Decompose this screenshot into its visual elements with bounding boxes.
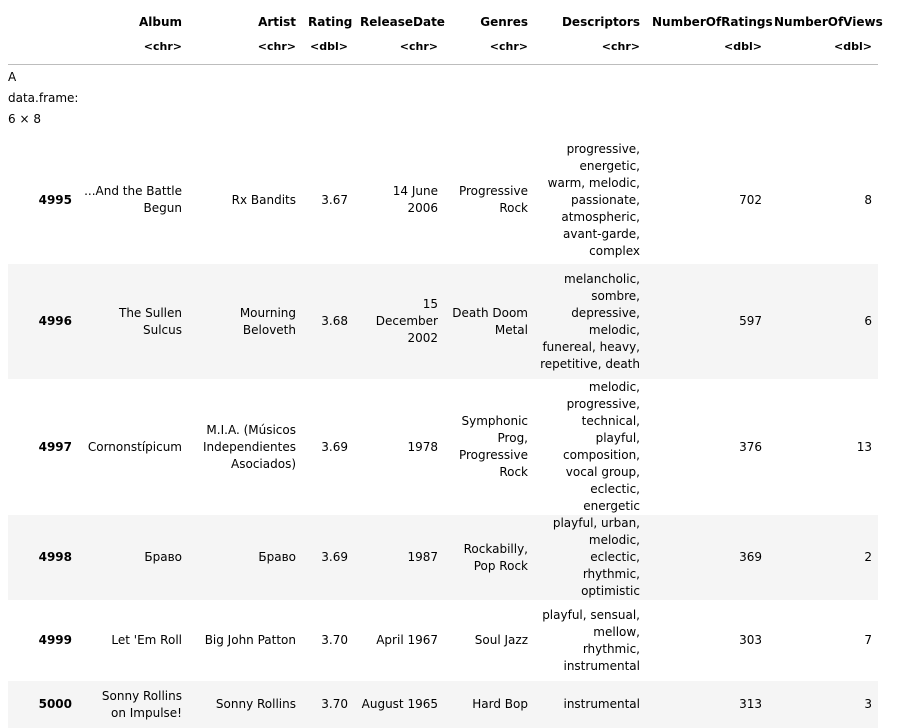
cell-number-of-views: 6 xyxy=(768,264,878,379)
table-row: 4999 Let 'Em Roll Big John Patton 3.70 A… xyxy=(8,600,878,681)
cell-descriptors: playful, sensual, mellow, rhythmic, inst… xyxy=(534,600,646,681)
header-rating: Rating xyxy=(302,3,354,34)
table-row: 5000 Sonny Rollins on Impulse! Sonny Rol… xyxy=(8,681,878,728)
type-descriptors: <chr> xyxy=(534,34,646,65)
cell-artist: Браво xyxy=(188,515,302,600)
header-descriptors: Descriptors xyxy=(534,3,646,34)
table-caption: A data.frame: 6 × 8 xyxy=(8,67,78,130)
table-header: Album Artist Rating ReleaseDate Genres D… xyxy=(8,3,878,65)
type-album: <chr> xyxy=(78,34,188,65)
cell-genres: Progressive Rock xyxy=(444,136,534,264)
cell-number-of-views: 2 xyxy=(768,515,878,600)
cell-rating: 3.70 xyxy=(302,681,354,728)
cell-artist: M.I.A. (Músicos Independientes Asociados… xyxy=(188,379,302,515)
type-number-of-views: <dbl> xyxy=(768,34,878,65)
table-row: 4997 Cornonstípicum M.I.A. (Músicos Inde… xyxy=(8,379,878,515)
cell-rating: 3.70 xyxy=(302,600,354,681)
type-number-of-ratings: <dbl> xyxy=(646,34,768,65)
cell-album: ...And the Battle Begun xyxy=(78,136,188,264)
type-index xyxy=(8,34,78,65)
table-body: A data.frame: 6 × 8 4995 ...And the Batt… xyxy=(8,65,878,728)
header-artist: Artist xyxy=(188,3,302,34)
cell-number-of-views: 7 xyxy=(768,600,878,681)
cell-genres: Hard Bop xyxy=(444,681,534,728)
cell-rating: 3.68 xyxy=(302,264,354,379)
header-row: Album Artist Rating ReleaseDate Genres D… xyxy=(8,3,878,34)
type-release-date: <chr> xyxy=(354,34,444,65)
cell-descriptors: melancholic, sombre, depressive, melodic… xyxy=(534,264,646,379)
cell-artist: Sonny Rollins xyxy=(188,681,302,728)
cell-album: Let 'Em Roll xyxy=(78,600,188,681)
cell-number-of-views: 8 xyxy=(768,136,878,264)
cell-release-date: 1987 xyxy=(354,515,444,600)
row-index: 5000 xyxy=(8,681,78,728)
cell-number-of-ratings: 597 xyxy=(646,264,768,379)
row-index: 4997 xyxy=(8,379,78,515)
row-index: 4999 xyxy=(8,600,78,681)
cell-descriptors: progressive, energetic, warm, melodic, p… xyxy=(534,136,646,264)
type-row: <chr> <chr> <dbl> <chr> <chr> <chr> <dbl… xyxy=(8,34,878,65)
cell-number-of-ratings: 376 xyxy=(646,379,768,515)
cell-album: Браво xyxy=(78,515,188,600)
caption-row: A data.frame: 6 × 8 xyxy=(8,65,878,137)
cell-release-date: 1978 xyxy=(354,379,444,515)
cell-genres: Death Doom Metal xyxy=(444,264,534,379)
type-genres: <chr> xyxy=(444,34,534,65)
cell-album: Sonny Rollins on Impulse! xyxy=(78,681,188,728)
header-album: Album xyxy=(78,3,188,34)
cell-number-of-views: 3 xyxy=(768,681,878,728)
header-number-of-views: NumberOfViews xyxy=(768,3,878,34)
cell-number-of-ratings: 369 xyxy=(646,515,768,600)
cell-rating: 3.67 xyxy=(302,136,354,264)
dataframe-table: Album Artist Rating ReleaseDate Genres D… xyxy=(8,3,878,728)
cell-artist: Big John Patton xyxy=(188,600,302,681)
row-index: 4998 xyxy=(8,515,78,600)
cell-artist: Mourning Beloveth xyxy=(188,264,302,379)
cell-number-of-ratings: 303 xyxy=(646,600,768,681)
cell-rating: 3.69 xyxy=(302,379,354,515)
cell-number-of-ratings: 702 xyxy=(646,136,768,264)
cell-descriptors: melodic, progressive, technical, playful… xyxy=(534,379,646,515)
cell-album: Cornonstípicum xyxy=(78,379,188,515)
cell-genres: Rockabilly, Pop Rock xyxy=(444,515,534,600)
table-row: 4996 The Sullen Sulcus Mourning Beloveth… xyxy=(8,264,878,379)
row-index: 4995 xyxy=(8,136,78,264)
cell-release-date: April 1967 xyxy=(354,600,444,681)
table-row: 4995 ...And the Battle Begun Rx Bandits … xyxy=(8,136,878,264)
cell-album: The Sullen Sulcus xyxy=(78,264,188,379)
type-rating: <dbl> xyxy=(302,34,354,65)
cell-descriptors: playful, urban, melodic, eclectic, rhyth… xyxy=(534,515,646,600)
cell-release-date: 15 December 2002 xyxy=(354,264,444,379)
cell-artist: Rx Bandits xyxy=(188,136,302,264)
cell-release-date: August 1965 xyxy=(354,681,444,728)
cell-genres: Symphonic Prog, Progressive Rock xyxy=(444,379,534,515)
cell-rating: 3.69 xyxy=(302,515,354,600)
cell-descriptors: instrumental xyxy=(534,681,646,728)
type-artist: <chr> xyxy=(188,34,302,65)
header-index xyxy=(8,3,78,34)
cell-number-of-ratings: 313 xyxy=(646,681,768,728)
cell-genres: Soul Jazz xyxy=(444,600,534,681)
cell-number-of-views: 13 xyxy=(768,379,878,515)
header-genres: Genres xyxy=(444,3,534,34)
cell-release-date: 14 June 2006 xyxy=(354,136,444,264)
header-release-date: ReleaseDate xyxy=(354,3,444,34)
row-index: 4996 xyxy=(8,264,78,379)
table-row: 4998 Браво Браво 3.69 1987 Rockabilly, P… xyxy=(8,515,878,600)
header-number-of-ratings: NumberOfRatings xyxy=(646,3,768,34)
